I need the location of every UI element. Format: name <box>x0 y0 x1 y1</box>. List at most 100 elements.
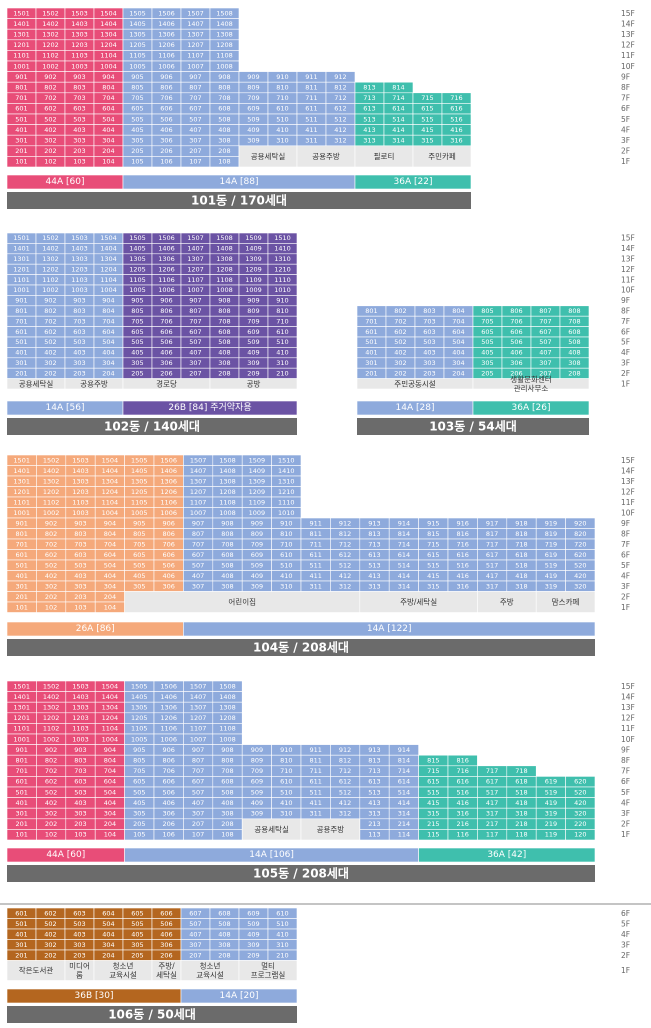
unit-number: 1003 <box>72 509 89 517</box>
unit-number: 707 <box>192 767 204 775</box>
unit-number: 1207 <box>187 41 204 49</box>
unit-number: 1403 <box>71 245 88 253</box>
unit-number: 719 <box>545 540 557 548</box>
unit-number: 918 <box>515 519 527 527</box>
unit-number: 819 <box>545 530 557 538</box>
unit-number: 602 <box>394 328 406 336</box>
facility-label: 청소년 <box>200 961 221 971</box>
unit-number: 315 <box>421 137 433 145</box>
unit-number: 608 <box>221 778 233 786</box>
unit-number: 315 <box>427 810 439 818</box>
unit-number: 319 <box>545 810 557 818</box>
unit-number: 402 <box>44 930 56 938</box>
floor-label: 1F <box>621 830 630 839</box>
type-label: 26A [86] <box>76 624 115 634</box>
unit-number: 607 <box>189 328 201 336</box>
unit-number: 301 <box>15 941 27 949</box>
unit-number: 902 <box>44 297 56 305</box>
unit-number: 618 <box>515 778 527 786</box>
unit-number: 602 <box>44 105 56 113</box>
unit-number: 1109 <box>249 498 266 506</box>
unit-number: 304 <box>102 137 114 145</box>
unit-number: 404 <box>102 930 114 938</box>
unit-number: 103 <box>74 831 86 839</box>
unit-number: 1108 <box>216 52 233 60</box>
unit-number: 403 <box>423 349 435 357</box>
unit-number: 909 <box>251 746 263 754</box>
unit-number: 415 <box>427 572 439 580</box>
unit-number: 608 <box>221 551 233 559</box>
unit-number: 911 <box>305 73 317 81</box>
unit-number: 512 <box>339 561 351 569</box>
unit-number: 510 <box>276 115 288 123</box>
unit-number: 607 <box>192 551 204 559</box>
unit-number: 603 <box>73 105 85 113</box>
unit-number: 1502 <box>43 682 60 690</box>
unit-number: 404 <box>452 349 464 357</box>
unit-number: 1505 <box>131 456 148 464</box>
unit-number: 1408 <box>219 467 236 475</box>
unit-number: 220 <box>574 820 586 828</box>
floor-label: 7F <box>621 317 630 326</box>
unit-number: 103 <box>74 603 86 611</box>
unit-number: 806 <box>510 307 522 315</box>
unit-number: 1207 <box>190 488 207 496</box>
floor-label: 14F <box>621 466 635 475</box>
unit-number: 1001 <box>13 62 30 70</box>
unit-number: 1202 <box>43 714 60 722</box>
unit-number: 406 <box>160 349 172 357</box>
unit-number: 611 <box>309 778 321 786</box>
unit-number: 420 <box>574 799 586 807</box>
unit-number: 511 <box>309 561 321 569</box>
unit-number: 710 <box>280 540 292 548</box>
unit-number: 407 <box>189 126 201 134</box>
unit-number: 820 <box>574 530 586 538</box>
unit-number: 203 <box>73 147 85 155</box>
unit-number: 803 <box>73 307 85 315</box>
unit-number: 1301 <box>13 477 30 485</box>
unit-number: 808 <box>218 307 230 315</box>
unit-number: 810 <box>280 757 292 765</box>
unit-number: 207 <box>189 147 201 155</box>
unit-number: 504 <box>452 338 464 346</box>
unit-number: 1404 <box>100 20 117 28</box>
unit-number: 620 <box>574 778 586 786</box>
unit-number: 702 <box>394 317 406 325</box>
unit-number: 1103 <box>72 725 89 733</box>
floor-label: 11F <box>621 51 635 60</box>
unit-number: 302 <box>44 359 56 367</box>
unit-number: 917 <box>486 519 498 527</box>
unit-number: 1203 <box>72 488 89 496</box>
unit-number: 811 <box>309 757 321 765</box>
unit-number: 404 <box>102 349 114 357</box>
unit-number: 607 <box>539 328 551 336</box>
unit-number: 1108 <box>219 725 236 733</box>
building-title: 104동 / 208세대 <box>253 640 349 655</box>
unit-number: 214 <box>398 820 410 828</box>
unit-number: 912 <box>334 73 346 81</box>
unit-number: 912 <box>339 519 351 527</box>
unit-number: 703 <box>74 767 86 775</box>
unit-number: 1307 <box>187 255 204 263</box>
unit-number: 710 <box>276 317 288 325</box>
unit-number: 1001 <box>13 509 30 517</box>
unit-number: 609 <box>251 551 263 559</box>
unit-number: 1305 <box>129 255 146 263</box>
unit-number: 1410 <box>274 245 291 253</box>
unit-number: 203 <box>74 820 86 828</box>
facility-label: 주민공동시설 <box>394 378 435 388</box>
unit-number: 717 <box>486 540 498 548</box>
unit-number: 608 <box>218 105 230 113</box>
unit-number: 404 <box>104 572 116 580</box>
facility-label: 작은도서관 <box>19 965 54 975</box>
unit-number: 702 <box>45 540 57 548</box>
unit-number: 406 <box>510 349 522 357</box>
unit-number: 610 <box>276 909 288 917</box>
floor-label: 15F <box>621 234 635 243</box>
unit-number: 406 <box>160 930 172 938</box>
unit-number: 1004 <box>100 62 117 70</box>
floor-label: 13F <box>621 30 635 39</box>
unit-number: 302 <box>44 137 56 145</box>
unit-number: 704 <box>104 540 116 548</box>
unit-number: 1306 <box>158 31 175 39</box>
